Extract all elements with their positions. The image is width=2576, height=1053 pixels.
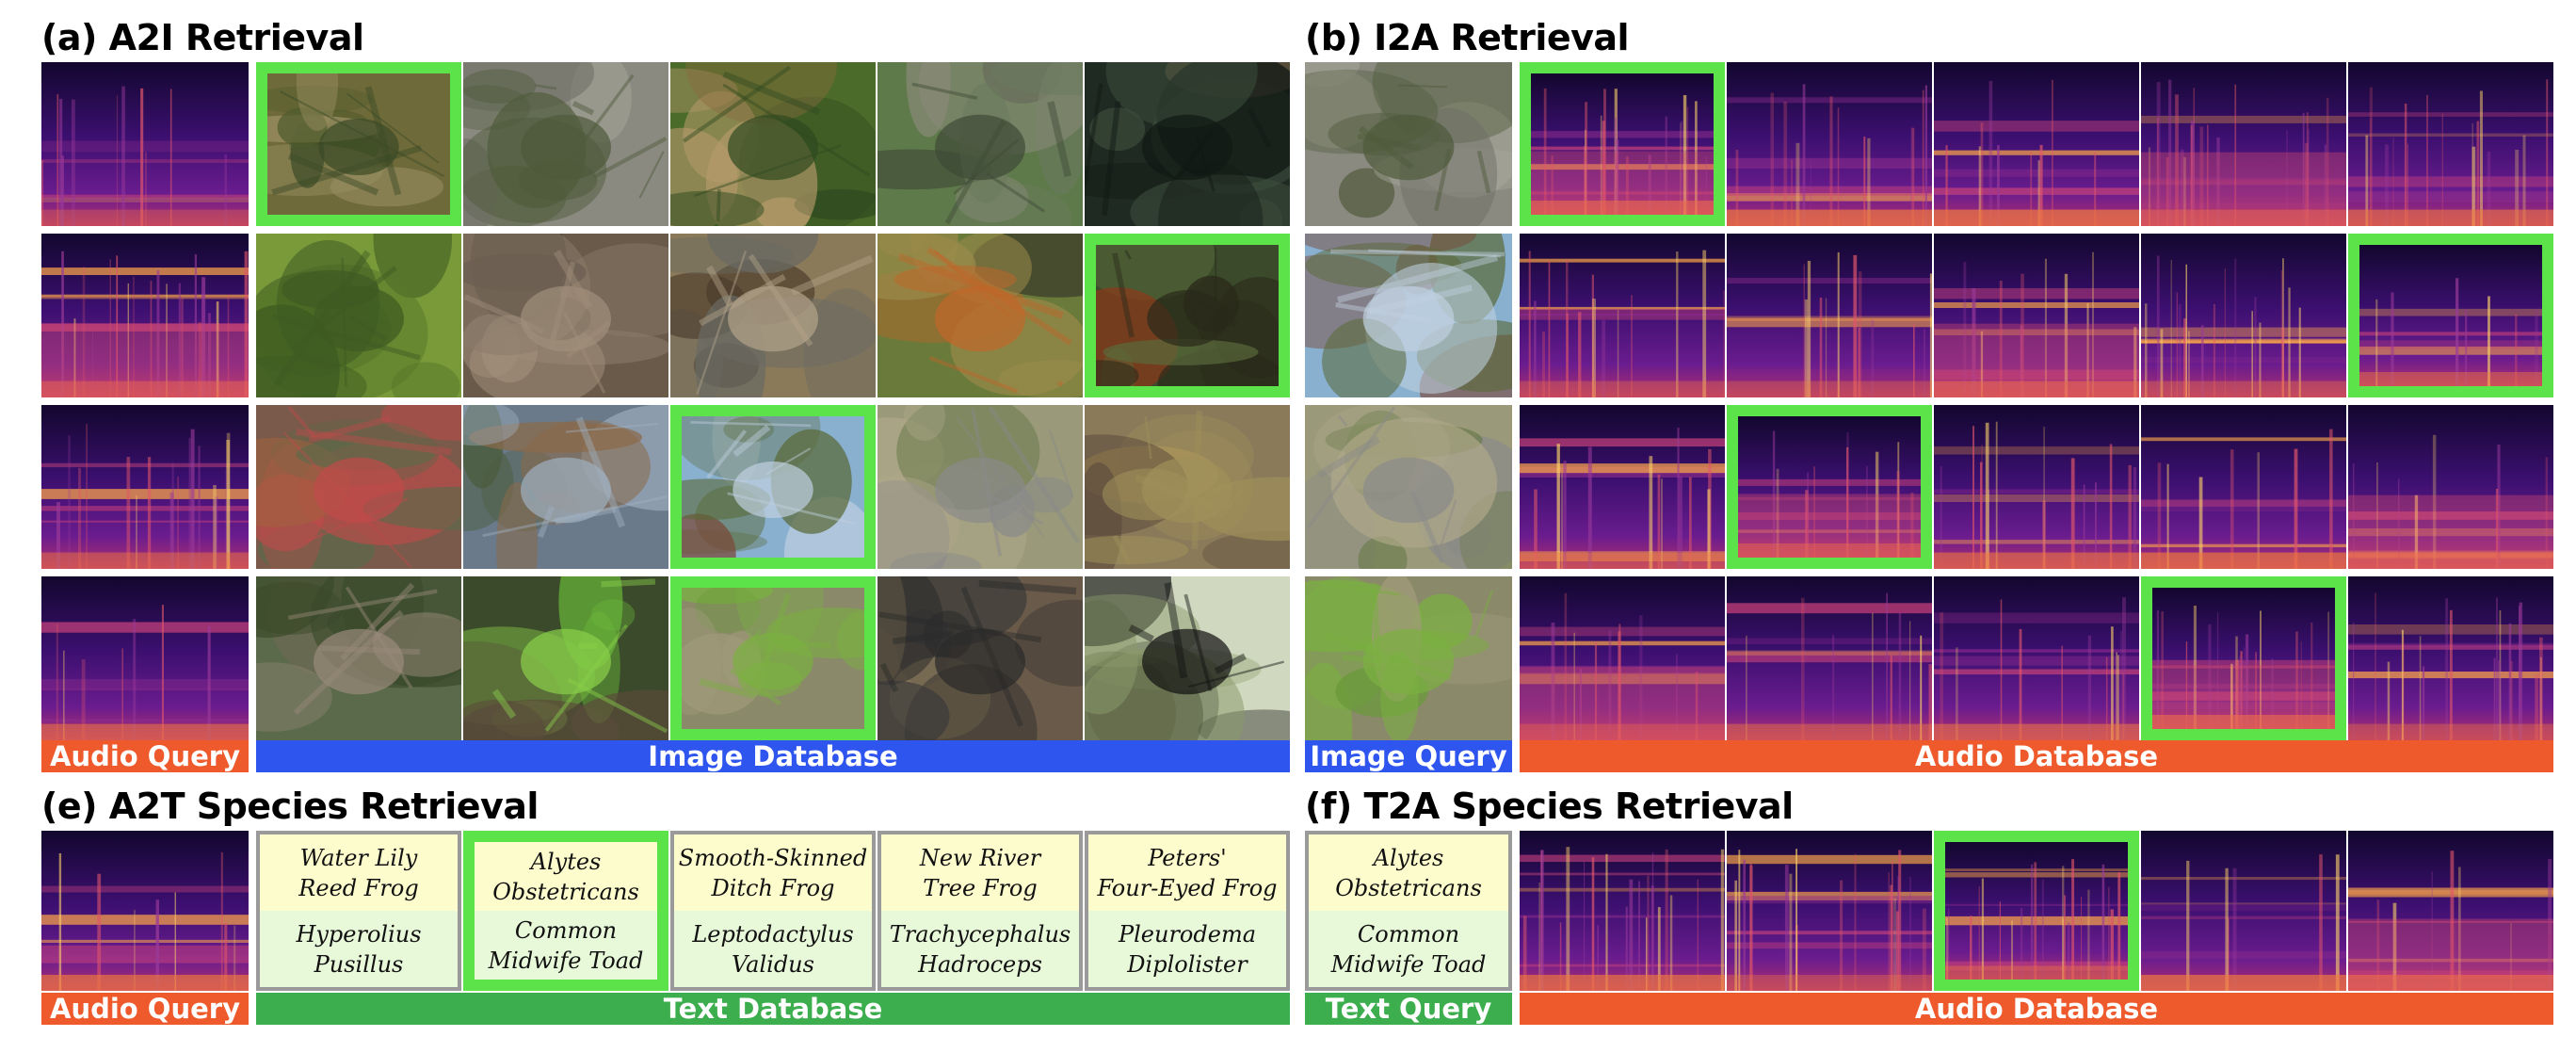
i2a-audio-spectrogram xyxy=(1727,405,1932,569)
a2i-image-bird-on-wooden-board xyxy=(1085,405,1290,569)
panel-b-title: (b) I2A Retrieval xyxy=(1305,17,1630,58)
a2i-image-robin-on-branch xyxy=(463,405,668,569)
a2i-image-american-robin xyxy=(877,234,1083,397)
species-name-bottom: Hyperolius Pusillus xyxy=(260,911,458,987)
a2t-species-card: New River Tree Frog Trachycephalus Hadroc… xyxy=(877,831,1083,991)
a2i-image-dove-on-grass xyxy=(877,405,1083,569)
panel-a-title: (a) A2I Retrieval xyxy=(41,17,364,58)
i2a-audio-spectrogram xyxy=(1934,234,2139,397)
query-name-top: Alytes Obstetricans xyxy=(1309,834,1508,911)
a2i-image-database-label: Image Database xyxy=(256,740,1290,772)
species-name-bottom: Trachycephalus Hadroceps xyxy=(881,911,1079,987)
species-name-bottom: Pleurodema Diplolister xyxy=(1088,911,1286,987)
i2a-audio-spectrogram xyxy=(1934,62,2139,226)
a2t-species-card: Smooth-Skinned Ditch Frog Leptodactylus V… xyxy=(670,831,876,991)
i2a-audio-spectrogram xyxy=(1520,405,1725,569)
a2i-image-squirrel-on-branch xyxy=(256,576,461,740)
i2a-image-query-label: Image Query xyxy=(1305,740,1512,772)
i2a-audio-spectrogram xyxy=(1934,405,2139,569)
species-name-bottom: Leptodactylus Validus xyxy=(674,911,872,987)
i2a-audio-spectrogram xyxy=(2141,576,2346,740)
a2i-image-frog-by-water xyxy=(1085,62,1290,226)
i2a-audio-database-label: Audio Database xyxy=(1520,740,2553,772)
a2i-image-green-tree-frog xyxy=(463,576,668,740)
i2a-audio-spectrogram xyxy=(2348,62,2553,226)
t2a-audio-spectrogram xyxy=(2348,831,2553,991)
i2a-audio-spectrogram xyxy=(1727,576,1932,740)
i2a-audio-spectrogram xyxy=(1727,62,1932,226)
i2a-image-query-waxbill-on-twig xyxy=(1305,405,1512,569)
i2a-audio-spectrogram xyxy=(1727,234,1932,397)
i2a-audio-spectrogram xyxy=(1934,576,2139,740)
species-name-top: New River Tree Frog xyxy=(881,834,1079,911)
i2a-image-query-wild-boar-piglet xyxy=(1305,576,1512,740)
a2i-image-black-cricket-on-leaves xyxy=(877,576,1083,740)
i2a-image-query-cicada-on-bark xyxy=(1305,234,1512,397)
t2a-audio-database-label: Audio Database xyxy=(1520,993,2553,1025)
i2a-audio-spectrogram xyxy=(2141,405,2346,569)
a2i-image-camouflaged-gecko-on-bark xyxy=(463,234,668,397)
a2i-audio-query-spectrogram xyxy=(41,405,249,569)
i2a-audio-spectrogram xyxy=(2348,576,2553,740)
a2i-image-green-grasshopper xyxy=(256,234,461,397)
a2i-audio-query-spectrogram xyxy=(41,234,249,397)
t2a-text-query-card: Alytes Obstetricans Common Midwife Toad xyxy=(1305,831,1512,991)
i2a-audio-spectrogram xyxy=(1520,62,1725,226)
a2i-audio-query-label: Audio Query xyxy=(41,740,249,772)
a2i-audio-query-spectrogram xyxy=(41,576,249,740)
a2i-image-toad-on-leaves xyxy=(256,62,461,226)
a2i-image-black-howler-monkey xyxy=(1085,576,1290,740)
species-name-top: Water Lily Reed Frog xyxy=(260,834,458,911)
a2i-image-lizard-on-rocks xyxy=(463,62,668,226)
a2i-image-red-howler-monkey xyxy=(1085,234,1290,397)
a2i-image-waxbill-on-branch xyxy=(670,405,876,569)
species-name-top: Alytes Obstetricans xyxy=(475,842,657,911)
t2a-audio-spectrogram xyxy=(1520,831,1725,991)
i2a-audio-spectrogram xyxy=(1520,576,1725,740)
t2a-audio-spectrogram xyxy=(1727,831,1932,991)
i2a-audio-spectrogram xyxy=(2348,234,2553,397)
a2t-species-card: Water Lily Reed Frog Hyperolius Pusillus xyxy=(256,831,461,991)
a2t-audio-query-label: Audio Query xyxy=(41,993,249,1025)
species-name-bottom: Common Midwife Toad xyxy=(475,911,657,980)
panel-e-title: (e) A2T Species Retrieval xyxy=(41,786,539,827)
species-name-top: Peters' Four-Eyed Frog xyxy=(1088,834,1286,911)
t2a-audio-spectrogram xyxy=(2141,831,2346,991)
species-name-top: Smooth-Skinned Ditch Frog xyxy=(674,834,872,911)
panel-f-title: (f) T2A Species Retrieval xyxy=(1305,786,1794,827)
a2i-audio-query-spectrogram xyxy=(41,62,249,226)
a2t-species-card: Alytes Obstetricans Common Midwife Toad xyxy=(463,831,668,991)
a2i-image-brown-frog-on-moss xyxy=(670,62,876,226)
a2i-image-green-katydid xyxy=(670,576,876,740)
a2t-audio-query-spectrogram xyxy=(41,831,249,991)
a2t-species-card: Peters' Four-Eyed Frog Pleurodema Diploli… xyxy=(1085,831,1290,991)
t2a-audio-spectrogram xyxy=(1934,831,2139,991)
i2a-audio-spectrogram xyxy=(2141,234,2346,397)
i2a-audio-spectrogram xyxy=(2141,62,2346,226)
a2i-image-house-finch xyxy=(256,405,461,569)
i2a-image-query-toad-on-gravel xyxy=(1305,62,1512,226)
a2i-image-spotted-gecko-on-wood xyxy=(670,234,876,397)
a2t-text-database-label: Text Database xyxy=(256,993,1290,1025)
a2i-image-gray-toad-in-grass xyxy=(877,62,1083,226)
t2a-text-query-label: Text Query xyxy=(1305,993,1512,1025)
i2a-audio-spectrogram xyxy=(2348,405,2553,569)
i2a-audio-spectrogram xyxy=(1520,234,1725,397)
query-name-bottom: Common Midwife Toad xyxy=(1309,911,1508,987)
